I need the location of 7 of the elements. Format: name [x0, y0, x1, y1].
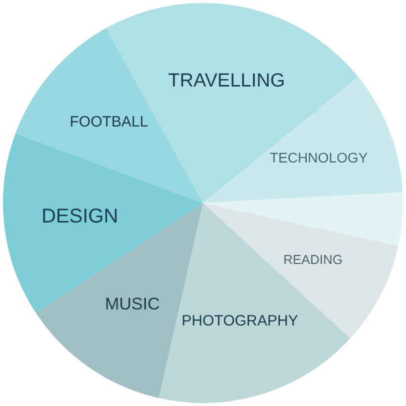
slice-label: DESIGN	[41, 206, 118, 228]
slice-label: TECHNOLOGY	[270, 149, 368, 166]
slice-label: TRAVELLING	[168, 70, 286, 92]
slice-label: READING	[283, 252, 343, 267]
slice-label: PHOTOGRAPHY	[182, 312, 298, 330]
slice-label: FOOTBALL	[70, 113, 148, 130]
slice-label: MUSIC	[104, 294, 160, 314]
